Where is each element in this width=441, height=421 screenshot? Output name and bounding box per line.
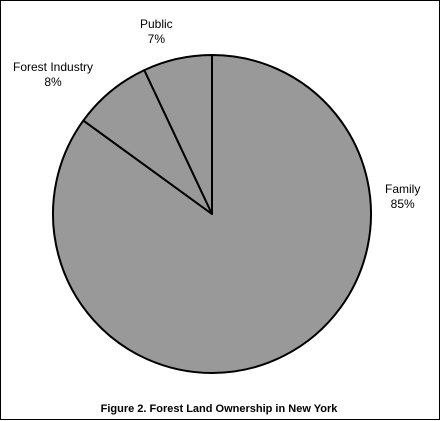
chart-title: Figure 2. Forest Land Ownership in New Y… bbox=[100, 403, 338, 415]
slice-label-public-name: Public bbox=[140, 17, 173, 31]
slice-label-family: Family 85% bbox=[385, 182, 420, 212]
pie-slice-public bbox=[143, 54, 213, 215]
slice-label-family-value: 85% bbox=[390, 197, 415, 211]
slice-label-forest-industry-name: Forest Industry bbox=[13, 60, 94, 74]
slice-label-forest-industry: Forest Industry 8% bbox=[13, 60, 93, 90]
slice-label-family-name: Family bbox=[385, 182, 421, 196]
slice-label-public: Public 7% bbox=[140, 17, 173, 47]
slice-label-forest-industry-value: 8% bbox=[44, 75, 62, 89]
slice-label-public-value: 7% bbox=[147, 32, 166, 46]
